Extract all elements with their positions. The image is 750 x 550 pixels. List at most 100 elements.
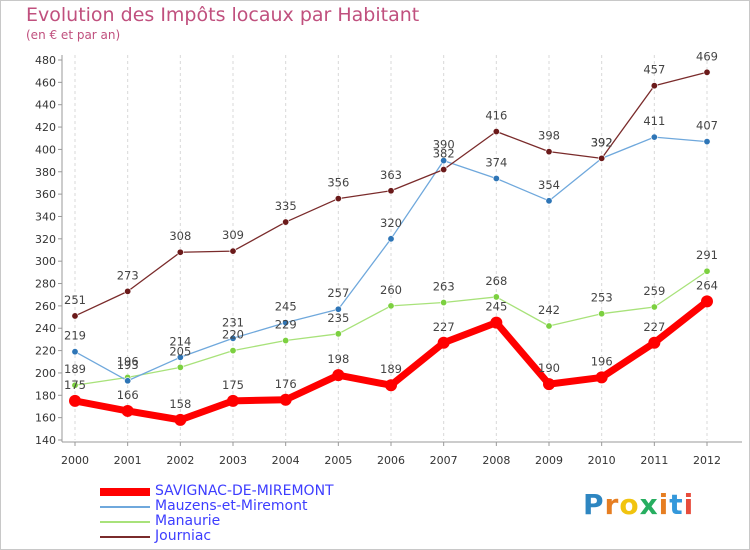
data-point	[334, 305, 342, 313]
data-label: 220	[222, 328, 244, 342]
x-tick-label: 2002	[166, 454, 194, 467]
x-tick-label: 2003	[219, 454, 247, 467]
y-tick-label: 360	[35, 188, 56, 201]
data-point	[124, 377, 132, 385]
data-point	[545, 148, 553, 156]
logo-letter: o	[619, 488, 640, 521]
data-label: 227	[643, 320, 665, 334]
data-point	[701, 295, 713, 308]
data-label: 253	[591, 291, 613, 305]
y-tick-label: 480	[35, 54, 56, 67]
data-label: 263	[433, 280, 455, 294]
y-tick-label: 420	[35, 121, 56, 134]
x-tick-label: 2005	[324, 454, 352, 467]
data-label: 392	[591, 135, 613, 149]
logo-letter: t	[669, 488, 684, 521]
y-tick-label: 340	[35, 210, 56, 223]
x-tick-label: 2000	[61, 454, 89, 467]
data-label: 457	[643, 63, 665, 77]
y-tick-label: 160	[35, 412, 56, 425]
logo-letter: i	[658, 488, 670, 521]
data-point	[490, 316, 503, 329]
data-point	[229, 334, 237, 342]
data-label: 354	[538, 178, 560, 192]
y-tick-label: 140	[35, 434, 56, 447]
data-label: 273	[117, 268, 139, 282]
data-point	[543, 378, 555, 391]
data-point	[650, 303, 658, 311]
data-label: 382	[433, 147, 455, 161]
data-point	[71, 348, 79, 356]
data-label: 189	[64, 362, 86, 376]
data-label: 411	[643, 114, 665, 128]
y-tick-label: 180	[35, 389, 56, 402]
y-tick-label: 440	[35, 99, 56, 112]
logo-letter: i	[683, 488, 695, 521]
data-point	[69, 394, 81, 407]
data-point	[229, 347, 237, 355]
data-point	[282, 218, 290, 226]
data-label: 175	[64, 378, 86, 392]
legend-label-mauzens: Mauzens-et-Miremont	[155, 498, 308, 514]
data-point	[598, 310, 606, 318]
data-point	[176, 248, 184, 256]
data-label: 198	[327, 352, 349, 366]
legend-swatch-journiac	[100, 536, 150, 538]
data-label: 335	[275, 199, 297, 213]
data-label: 214	[169, 334, 191, 348]
data-point	[176, 363, 184, 371]
data-point	[648, 336, 661, 349]
data-label: 251	[64, 293, 86, 307]
plot-area	[62, 54, 743, 440]
data-point	[595, 371, 608, 384]
legend-label-savignac: SAVIGNAC-DE-MIREMONT	[155, 483, 334, 499]
data-label: 308	[169, 229, 191, 243]
x-tick-label: 2004	[272, 454, 300, 467]
data-label: 227	[433, 320, 455, 334]
data-point	[703, 68, 711, 76]
data-label: 176	[275, 377, 297, 391]
data-point	[492, 128, 500, 136]
data-point	[334, 195, 342, 203]
data-label: 190	[538, 361, 560, 375]
data-point	[650, 133, 658, 141]
data-label: 196	[591, 354, 613, 368]
y-tick-label: 260	[35, 300, 56, 313]
data-point	[229, 247, 237, 255]
data-point	[124, 287, 132, 295]
y-tick-label: 400	[35, 143, 56, 156]
data-label: 320	[380, 216, 402, 230]
data-label: 268	[485, 274, 507, 288]
data-point	[174, 413, 187, 426]
x-tick-label: 2012	[693, 454, 721, 467]
data-point	[492, 293, 500, 301]
x-tick-label: 2008	[482, 454, 510, 467]
data-label: 166	[117, 388, 139, 402]
x-tick-label: 2006	[377, 454, 405, 467]
data-point	[703, 138, 711, 146]
y-tick-label: 200	[35, 367, 56, 380]
data-point	[176, 353, 184, 361]
data-label: 416	[485, 109, 507, 123]
data-point	[121, 404, 134, 417]
data-label: 264	[696, 278, 718, 292]
data-label: 309	[222, 228, 244, 242]
logo-letter: r	[604, 488, 620, 521]
data-point	[650, 82, 658, 90]
legend-swatch-manaurie	[100, 521, 150, 523]
y-tick-label: 220	[35, 345, 56, 358]
data-label: 390	[433, 138, 455, 152]
x-tick-label: 2011	[640, 454, 668, 467]
data-label: 407	[696, 119, 718, 133]
y-tick-label: 460	[35, 76, 56, 89]
legend-label-manaurie: Manaurie	[155, 513, 221, 529]
data-label: 356	[327, 176, 349, 190]
data-point	[545, 197, 553, 205]
y-tick-label: 240	[35, 322, 56, 335]
data-label: 189	[380, 362, 402, 376]
data-label: 219	[64, 329, 86, 343]
y-tick-label: 300	[35, 255, 56, 268]
y-tick-label: 380	[35, 166, 56, 179]
data-label: 245	[485, 300, 507, 314]
